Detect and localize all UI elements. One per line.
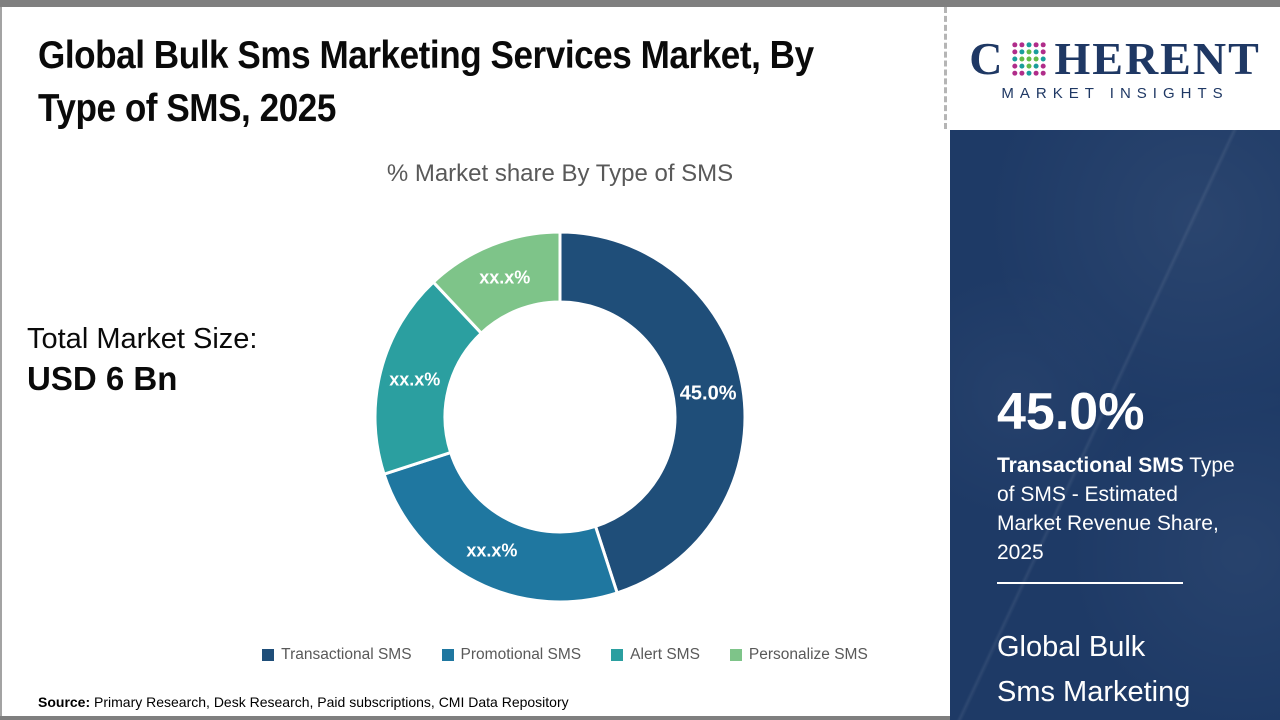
legend-label: Personalize SMS	[748, 646, 868, 663]
globe-dot	[1019, 70, 1025, 76]
legend-item-personalize-sms: Personalize SMS	[729, 646, 868, 664]
legend-label: Alert SMS	[630, 646, 700, 663]
globe-dot	[1034, 41, 1040, 47]
donut-slice-label: xx.x%	[389, 370, 440, 390]
globe-dot	[1034, 70, 1040, 76]
brand-prefix: C	[969, 32, 1005, 84]
globe-dot	[1026, 41, 1032, 47]
donut-slice-label: 45.0%	[680, 383, 737, 405]
brand-subtitle: MARKET INSIGHTS	[1001, 84, 1229, 102]
source-label: Source:	[38, 694, 91, 710]
globe-dot	[1019, 63, 1025, 69]
frame-border-left	[0, 7, 2, 720]
sidebar-map-texture	[950, 130, 1280, 720]
globe-dot	[1034, 48, 1040, 54]
total-market-size-label: Total Market Size:	[27, 323, 258, 355]
donut-slice-label: xx.x%	[466, 541, 517, 561]
frame-border-top	[0, 0, 1280, 7]
sidebar-divider	[997, 582, 1183, 584]
globe-dot	[1012, 48, 1018, 54]
globe-dot	[1041, 48, 1047, 54]
globe-dot	[1026, 56, 1032, 61]
legend-label: Promotional SMS	[460, 646, 582, 663]
globe-dot	[1012, 41, 1018, 47]
globe-dot	[1041, 63, 1047, 69]
donut-chart: 45.0% xx.x% xx.x% xx.x%	[373, 230, 747, 604]
sidebar: 45.0% Transactional SMS Type of SMS - Es…	[950, 130, 1280, 720]
brand-suffix: HERENT	[1054, 32, 1261, 84]
sidebar-stat-description: Transactional SMS Type of SMS - Estimate…	[997, 452, 1245, 568]
globe-dot	[1041, 41, 1047, 47]
page-title-line1: Global Bulk Sms Marketing Services Marke…	[38, 34, 814, 77]
sidebar-market-name: Global Bulk Sms Marketing Services Marke…	[997, 631, 1191, 708]
donut-slice-transactional-sms	[558, 230, 747, 595]
globe-dot	[1019, 41, 1025, 47]
globe-dot	[1034, 63, 1040, 69]
brand-logo: C HERENT MARKET INSIGHTS	[950, 7, 1280, 130]
sidebar-stat-segment: Transactional SMS	[997, 454, 1184, 477]
donut-slice-personalize-sms	[431, 230, 562, 336]
legend-item-promotional-sms: Promotional SMS	[441, 646, 582, 664]
globe-dot	[1034, 56, 1040, 61]
source-line: Source: Primary Research, Desk Research,…	[38, 694, 569, 710]
donut-slice-promotional-sms	[382, 450, 620, 604]
globe-dot	[1012, 63, 1018, 69]
globe-dot	[1041, 70, 1047, 76]
legend-item-alert-sms: Alert SMS	[611, 646, 700, 664]
globe-dot	[1026, 70, 1032, 76]
chart-title: % Market share By Type of SMS	[386, 160, 734, 187]
brand-name: C HERENT	[969, 32, 1261, 84]
source-text: Primary Research, Desk Research, Paid su…	[90, 694, 569, 710]
globe-dot	[1012, 70, 1018, 76]
legend-swatch-icon	[611, 649, 624, 661]
chart-legend: Transactional SMS Promotional SMS Alert SM…	[165, 646, 965, 664]
legend-swatch-icon	[729, 649, 742, 661]
dashed-separator	[944, 7, 947, 129]
total-market-size-value: USD 6 Bn	[27, 360, 178, 397]
legend-swatch-icon	[441, 649, 454, 661]
globe-dot	[1019, 56, 1025, 61]
globe-dots-icon	[1012, 41, 1047, 76]
sidebar-stat-rest: Type of SMS - Estimated Market Revenue S…	[997, 454, 1235, 564]
page-title-line2: Type of SMS, 2025	[38, 86, 336, 130]
legend-label: Transactional SMS	[281, 646, 412, 663]
globe-dot	[1019, 48, 1025, 54]
globe-dot	[1026, 63, 1032, 69]
page-title: Global Bulk Sms Marketing Services Marke…	[38, 30, 920, 135]
legend-swatch-icon	[262, 649, 275, 661]
globe-dot	[1012, 56, 1018, 61]
globe-dot	[1026, 48, 1032, 54]
donut-slice-label: xx.x%	[479, 268, 530, 288]
globe-dot	[1041, 56, 1047, 61]
legend-item-transactional-sms: Transactional SMS	[262, 646, 412, 664]
sidebar-stat-value: 45.0%	[997, 383, 1145, 441]
frame-border-bottom	[0, 716, 950, 720]
